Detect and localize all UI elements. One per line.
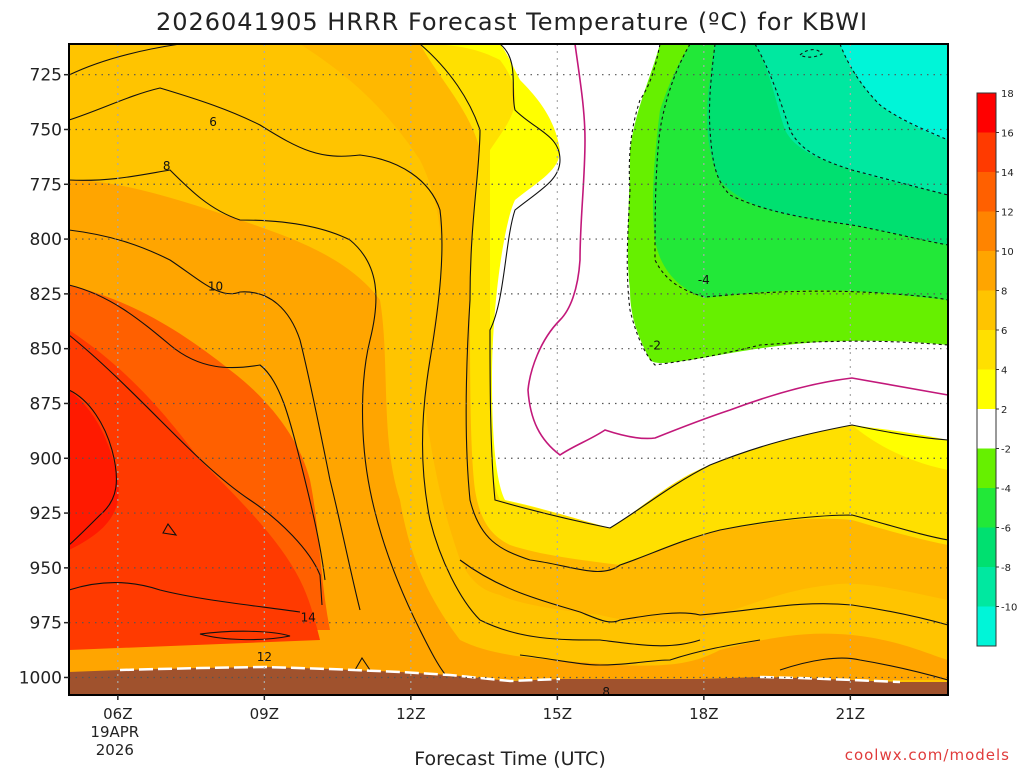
x-tick-label: 18Z xyxy=(689,705,718,723)
x-tick-date-label: 19APR xyxy=(90,723,139,741)
band-16-18 xyxy=(69,390,119,550)
colorbar-swatch xyxy=(977,132,996,172)
contour-line xyxy=(68,43,181,76)
surface-line xyxy=(119,665,901,684)
zero-contour xyxy=(527,43,949,456)
contour-label: 8 xyxy=(602,685,610,699)
contour-label: -2 xyxy=(649,339,661,353)
colorbar-tick-label: 4 xyxy=(1001,366,1007,377)
contour-label: 14 xyxy=(301,610,316,624)
contour-label: 6 xyxy=(209,115,217,129)
contour-line xyxy=(519,639,761,666)
x-tick-label: 09Z xyxy=(250,705,279,723)
colorbar-swatch xyxy=(977,211,996,251)
contour-line xyxy=(68,229,361,611)
contour-line xyxy=(162,522,178,536)
colorbar-tick-label: 18 xyxy=(1001,89,1014,100)
colorbar-swatch xyxy=(977,488,996,528)
plot-area: 6 8 10 14 12 8 -4 -2 xyxy=(68,43,949,699)
contour-line xyxy=(489,43,949,529)
contour-line-negative xyxy=(839,43,949,141)
colorbar-swatch xyxy=(977,251,996,291)
colorbar-swatch xyxy=(977,409,996,449)
colorbar-tick-label: 8 xyxy=(1001,287,1007,298)
contour-label: 8 xyxy=(163,159,171,173)
contour-line xyxy=(419,43,949,573)
y-tick-label: 725 xyxy=(30,66,62,86)
contour-labels: 6 8 10 14 12 8 -4 -2 xyxy=(163,115,710,699)
colorbar-swatch xyxy=(977,567,996,607)
band-neg10-neg8 xyxy=(840,44,948,140)
colorbar-tick-label: 14 xyxy=(1001,168,1014,179)
chart-title: 2026041905 HRRR Forecast Temperature (ºC… xyxy=(156,8,868,36)
contour-line xyxy=(779,657,949,681)
colorbar-swatch xyxy=(977,606,996,646)
colorbar-swatch xyxy=(977,172,996,212)
contour-line xyxy=(68,87,701,647)
x-tick-label: 12Z xyxy=(396,705,425,723)
band-14-16 xyxy=(69,330,320,650)
colorbar-swatch xyxy=(977,330,996,370)
colorbar-tick-label: -2 xyxy=(1001,445,1011,456)
contour-line xyxy=(68,284,326,581)
y-tick-label: 900 xyxy=(30,449,62,469)
colorbar: -10 -8 -6 -4 -2 2 4 6 8 10 12 14 16 18 xyxy=(976,89,1017,647)
colorbar-tick-label: 10 xyxy=(1001,247,1014,258)
contour-line-negative xyxy=(708,43,949,246)
colorbar-tick-label: -8 xyxy=(1001,563,1011,574)
contour-line-negative xyxy=(754,43,949,196)
colorbar-tick-label: -10 xyxy=(1001,603,1017,614)
contour-line xyxy=(354,656,371,671)
contour-line xyxy=(68,334,323,606)
colorbar-swatch xyxy=(977,527,996,567)
colorbar-swatch xyxy=(977,93,996,133)
y-tick-label: 950 xyxy=(30,559,62,579)
colorbar-swatch xyxy=(977,290,996,330)
contour-line-negative xyxy=(626,43,949,366)
colorbar-tick-label: -4 xyxy=(1001,484,1011,495)
x-axis-label: Forecast Time (UTC) xyxy=(414,748,605,768)
contour-label: 10 xyxy=(208,279,223,293)
plot-frame xyxy=(68,43,949,696)
colorbar-swatch xyxy=(977,369,996,409)
colorbar-tick-label: -6 xyxy=(1001,524,1011,535)
y-tick-label: 775 xyxy=(30,175,62,195)
contour-label: 12 xyxy=(257,650,272,664)
colorbar-tick-label: 16 xyxy=(1001,129,1014,140)
contour-line xyxy=(68,581,301,613)
contour-label: -4 xyxy=(698,273,710,287)
colorbar-tick-label: 6 xyxy=(1001,326,1007,337)
y-tick-label: 975 xyxy=(30,614,62,634)
colorbar-swatch xyxy=(977,448,996,488)
y-tick-label: 750 xyxy=(30,120,62,140)
y-tick-label: 1000 xyxy=(19,668,62,688)
credit-text[interactable]: coolwx.com/models xyxy=(845,746,1010,764)
contour-line-negative xyxy=(799,49,823,58)
x-tick-label: 15Z xyxy=(543,705,572,723)
x-tick-date-label: 2026 xyxy=(96,741,134,759)
contour-line xyxy=(68,389,117,546)
contour-line xyxy=(199,630,291,641)
y-tick-label: 800 xyxy=(30,230,62,250)
y-tick-label: 925 xyxy=(30,504,62,524)
contour-line xyxy=(459,559,949,626)
colorbar-tick-label: 12 xyxy=(1001,208,1014,219)
colorbar-tick-label: 2 xyxy=(1001,405,1007,416)
y-tick-label: 825 xyxy=(30,285,62,305)
x-tick-label: 21Z xyxy=(836,705,865,723)
y-tick-label: 850 xyxy=(30,340,62,360)
x-tick-label: 06Z xyxy=(103,705,132,723)
y-tick-label: 875 xyxy=(30,394,62,414)
y-axis: 725 750 775 800 825 850 875 900 925 950 975 1000 xyxy=(19,66,69,688)
